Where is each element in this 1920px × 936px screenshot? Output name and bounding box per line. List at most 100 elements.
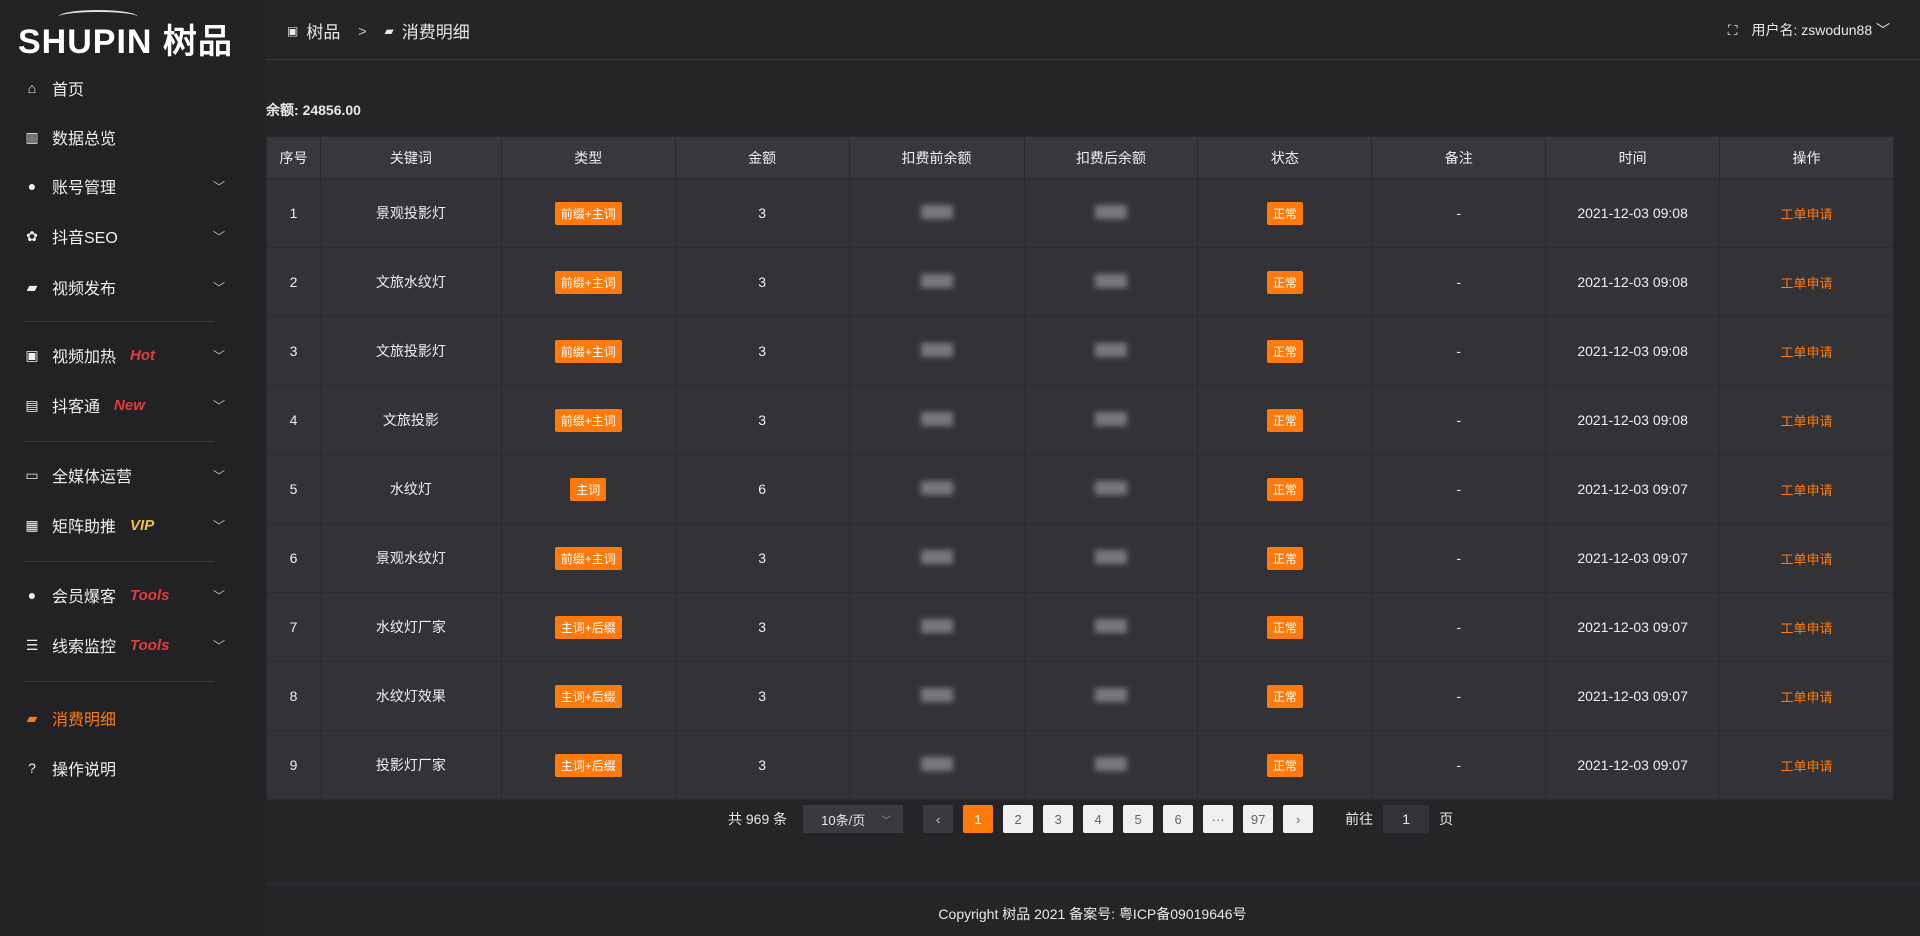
page-size-select[interactable]: 10条/页 ﹀ (803, 805, 904, 833)
keyword: 投影灯厂家 (319, 730, 502, 800)
chevron-down-icon: ﹀ (213, 179, 226, 194)
row-index: 4 (266, 385, 321, 455)
remark: - (1371, 523, 1547, 593)
row-index: 2 (266, 247, 321, 317)
sidebar-item-label: 账号管理 (52, 180, 117, 197)
grid-icon: ▦ (25, 516, 39, 533)
sidebar-item[interactable]: ? 操作说明 (0, 748, 265, 788)
keyword: 水纹灯厂家 (319, 592, 502, 662)
sidebar-divider (24, 561, 214, 562)
page-button[interactable]: 2 (1003, 805, 1034, 833)
page-button[interactable]: ··· (1203, 805, 1234, 833)
type-badge: 前缀+主词 (554, 270, 622, 294)
ticket-apply-link[interactable]: 工单申请 (1780, 689, 1833, 705)
balance-before-redacted (920, 756, 953, 771)
chevron-down-icon: ﹀ (213, 280, 226, 295)
sidebar-item[interactable]: ▰ 视频发布 ﹀ (0, 267, 265, 307)
sidebar-item[interactable]: ▦ 矩阵助推 VIP ﹀ (0, 505, 265, 545)
chevron-right-icon: › (1295, 811, 1301, 827)
column-header: 备注 (1371, 136, 1547, 179)
column-header: 扣费前余额 (848, 136, 1025, 179)
logo[interactable]: SHUPIN 树品 (18, 10, 233, 63)
page-button[interactable]: 3 (1043, 805, 1074, 833)
time: 2021-12-03 09:07 (1545, 661, 1721, 731)
user-label: 用户名: (1751, 22, 1798, 38)
user-menu[interactable]: 用户名: zswodun88 ﹀ (1752, 20, 1891, 40)
table-row: 6 景观水纹灯 前缀+主词 3 正常 - 2021-12-03 09:07 工单… (266, 523, 1894, 593)
sidebar-item[interactable]: ☰ 线索监控 Tools ﹀ (0, 625, 265, 665)
total-count: 共 969 条 (728, 811, 788, 827)
breadcrumb-separator: > (358, 22, 367, 39)
balance-before-redacted (920, 204, 953, 219)
chevron-down-icon: ﹀ (213, 348, 226, 363)
amount: 3 (674, 661, 850, 731)
fullscreen-icon[interactable]: ⛶ (1727, 21, 1738, 38)
sidebar-item[interactable]: ✿ 抖音SEO ﹀ (0, 216, 265, 256)
user-icon: ● (27, 587, 37, 603)
prev-page-button[interactable]: ‹ (923, 805, 954, 833)
balance-before-redacted (920, 687, 953, 702)
ticket-apply-link[interactable]: 工单申请 (1780, 413, 1833, 429)
type-badge: 前缀+主词 (554, 546, 622, 570)
sidebar-item[interactable]: ▥ 数据总览 (0, 117, 265, 157)
breadcrumb-home[interactable]: 树品 (306, 23, 341, 42)
keyword: 文旅投影 (319, 385, 502, 455)
ticket-apply-link[interactable]: 工单申请 (1780, 344, 1833, 360)
ticket-apply-link[interactable]: 工单申请 (1780, 482, 1833, 498)
sidebar-item-label: 会员爆客 (52, 589, 117, 606)
balance-after-redacted (1094, 411, 1127, 426)
sidebar-item-tag: VIP (130, 516, 155, 534)
remark: - (1371, 454, 1547, 524)
ticket-apply-link[interactable]: 工单申请 (1780, 758, 1833, 774)
time: 2021-12-03 09:07 (1545, 523, 1721, 593)
sidebar-item-label: 视频加热 (52, 349, 117, 366)
goto-suffix: 页 (1439, 811, 1454, 827)
sidebar-divider (24, 441, 214, 442)
balance-before-redacted (920, 411, 953, 426)
page-button[interactable]: 97 (1243, 805, 1274, 833)
sidebar-item[interactable]: ▤ 抖客通 New ﹀ (0, 385, 265, 425)
ticket-apply-link[interactable]: 工单申请 (1780, 620, 1833, 636)
time: 2021-12-03 09:08 (1545, 385, 1721, 455)
type-badge: 主词+后缀 (554, 753, 622, 777)
sidebar-item[interactable]: ● 账号管理 ﹀ (0, 166, 265, 206)
sliders-icon: ☰ (25, 636, 39, 653)
sidebar-item-label: 线索监控 (52, 639, 117, 656)
chevron-down-icon: ﹀ (1876, 22, 1890, 38)
time: 2021-12-03 09:07 (1545, 592, 1721, 662)
page-button[interactable]: 4 (1083, 805, 1114, 833)
sidebar-item[interactable]: ▣ 视频加热 Hot ﹀ (0, 335, 265, 375)
keyword: 水纹灯效果 (319, 661, 502, 731)
sidebar-item[interactable]: ● 会员爆客 Tools ﹀ (0, 575, 265, 615)
breadcrumb: ▣ 树品 > ▰ 消费明细 (287, 18, 470, 43)
row-index: 8 (266, 661, 321, 731)
bar-chart-icon: ▥ (25, 128, 39, 145)
row-index: 7 (266, 592, 321, 662)
type-badge: 主词+后缀 (554, 684, 622, 708)
remark: - (1371, 661, 1547, 731)
page-size-value: 10条/页 (821, 812, 866, 828)
sidebar-item[interactable]: ▰ 消费明细 (0, 698, 265, 738)
page-button[interactable]: 1 (963, 805, 994, 833)
ticket-apply-link[interactable]: 工单申请 (1780, 206, 1833, 222)
column-header: 操作 (1719, 136, 1894, 179)
type-badge: 前缀+主词 (554, 339, 622, 363)
balance-after-redacted (1094, 480, 1127, 495)
goto-page-input[interactable]: 1 (1383, 805, 1430, 833)
keyword: 水纹灯 (319, 454, 502, 524)
chevron-down-icon: ﹀ (881, 815, 892, 827)
page-button[interactable]: 6 (1163, 805, 1194, 833)
amount: 3 (674, 316, 850, 386)
ticket-apply-link[interactable]: 工单申请 (1780, 275, 1833, 291)
balance: 余额: 24856.00 (266, 100, 361, 120)
sidebar-item[interactable]: ⌂ 首页 (0, 68, 265, 108)
sidebar-item-tag: Tools (130, 636, 170, 654)
column-header: 状态 (1197, 136, 1373, 179)
sidebar-item-label: 消费明细 (52, 712, 117, 729)
ticket-apply-link[interactable]: 工单申请 (1780, 551, 1833, 567)
sidebar-item[interactable]: ▭ 全媒体运营 ﹀ (0, 455, 265, 495)
type-badge: 前缀+主词 (554, 408, 622, 432)
page-button[interactable]: 5 (1123, 805, 1154, 833)
sidebar-item-tag: Tools (130, 586, 170, 604)
next-page-button[interactable]: › (1283, 805, 1314, 833)
